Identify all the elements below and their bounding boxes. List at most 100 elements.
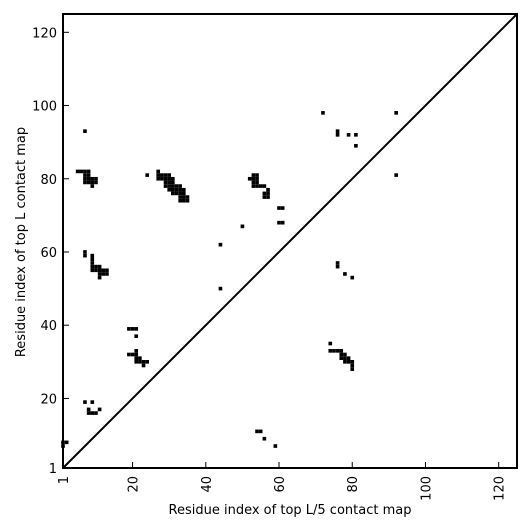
y-tick-label: 60 xyxy=(40,246,57,261)
x-tick-label: 100 xyxy=(419,476,434,501)
contact-cell xyxy=(105,268,109,273)
contact-cell xyxy=(163,184,168,188)
contact-cell xyxy=(280,206,285,210)
contact-cell xyxy=(247,176,252,181)
contact-cell xyxy=(163,180,168,185)
contact-cell xyxy=(251,180,256,185)
contact-cell xyxy=(90,268,95,273)
contact-cell xyxy=(90,261,95,265)
contact-cell xyxy=(240,224,245,229)
contact-cell xyxy=(94,264,98,269)
contact-cell xyxy=(255,184,259,188)
x-tick-label: 20 xyxy=(127,476,142,493)
contact-cell xyxy=(86,180,91,185)
contact-cell xyxy=(346,360,351,364)
contact-cell xyxy=(86,173,91,177)
contact-cell xyxy=(145,173,150,177)
contact-cell xyxy=(185,198,190,203)
contact-cell xyxy=(346,356,351,360)
contact-cell xyxy=(255,176,259,181)
contact-cell xyxy=(343,352,347,357)
contact-cell xyxy=(343,360,347,364)
y-axis-label: Residue index of top L contact map xyxy=(14,127,29,357)
contact-cell xyxy=(273,444,278,448)
contact-cell xyxy=(90,180,95,185)
contact-cell xyxy=(262,436,267,441)
contact-cell xyxy=(218,286,223,291)
contact-cell xyxy=(90,253,95,258)
contact-cell xyxy=(167,184,171,188)
contact-cell xyxy=(343,272,347,276)
y-tick-label: 80 xyxy=(40,173,57,188)
contact-cell xyxy=(346,133,351,137)
contact-cell xyxy=(105,272,109,276)
contact-cell xyxy=(343,356,347,360)
contact-cell xyxy=(86,176,91,181)
contact-cell xyxy=(335,133,340,137)
contact-cell xyxy=(83,176,87,181)
contact-cell xyxy=(280,220,285,225)
x-tick-label: 80 xyxy=(346,476,361,493)
contact-cell xyxy=(130,352,135,357)
contact-cell xyxy=(251,173,256,177)
x-tick-label: 60 xyxy=(273,476,288,493)
contact-cell xyxy=(156,173,161,177)
contact-cell xyxy=(130,327,135,331)
contact-cell xyxy=(277,220,281,225)
contact-marks xyxy=(61,111,398,448)
contact-cell xyxy=(156,176,161,181)
contact-cell xyxy=(127,327,131,331)
contact-cell xyxy=(83,253,87,258)
contact-cell xyxy=(182,195,186,199)
y-tick-label: 120 xyxy=(32,26,57,41)
contact-cell xyxy=(134,352,139,357)
contact-cell xyxy=(182,191,186,196)
contact-cell xyxy=(178,198,182,203)
contact-cell xyxy=(255,173,259,177)
contact-cell xyxy=(83,180,87,185)
contact-cell xyxy=(171,176,175,181)
contact-cell xyxy=(262,195,267,199)
contact-cell xyxy=(79,169,84,174)
contact-cell xyxy=(86,411,91,415)
contact-cell xyxy=(167,180,171,185)
contact-cell xyxy=(134,356,139,360)
contact-cell xyxy=(178,191,182,196)
contact-cell xyxy=(141,360,146,364)
contact-cell xyxy=(335,349,340,353)
contact-cell xyxy=(90,400,95,404)
x-tick-label: 120 xyxy=(493,476,508,501)
contact-cell xyxy=(266,187,270,192)
contact-cell xyxy=(335,264,340,269)
contact-cell xyxy=(83,129,87,133)
contact-cell xyxy=(145,360,150,364)
contact-cell xyxy=(171,180,175,185)
contact-cell xyxy=(178,195,182,199)
contact-cell xyxy=(86,407,91,412)
contact-cell xyxy=(167,173,171,177)
contact-cell xyxy=(138,360,142,364)
y-tick-label: 100 xyxy=(32,100,57,115)
contact-cell xyxy=(258,184,263,188)
contact-cell xyxy=(339,352,344,357)
diagonal-line xyxy=(62,13,518,469)
contact-cell xyxy=(335,129,340,133)
contact-cell xyxy=(350,360,355,364)
contact-cell xyxy=(134,334,139,339)
contact-cell xyxy=(328,341,333,346)
contact-cell xyxy=(97,264,102,269)
contact-cell xyxy=(101,272,106,276)
contact-cell xyxy=(171,187,175,192)
contact-cell xyxy=(339,356,344,360)
contact-cell xyxy=(83,250,87,254)
contact-cell xyxy=(94,268,98,273)
contact-cell xyxy=(251,176,256,181)
contact-cell xyxy=(354,133,358,137)
contact-cell xyxy=(182,187,186,192)
contact-cell xyxy=(97,275,102,280)
contact-cell xyxy=(174,191,179,196)
contact-cell xyxy=(97,407,102,412)
contact-cell xyxy=(90,176,95,181)
